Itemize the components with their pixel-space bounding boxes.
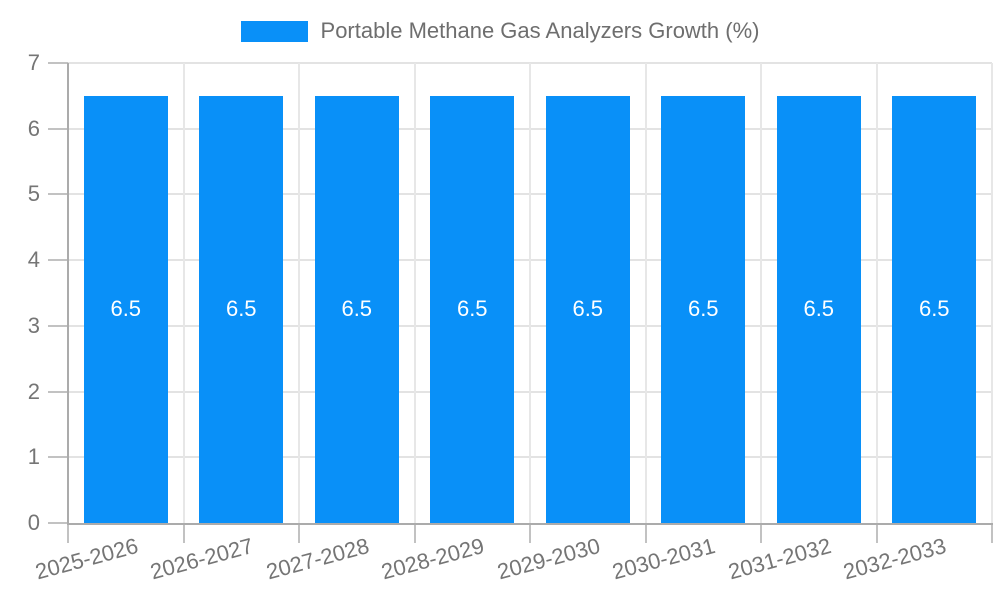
bar: 6.5 <box>892 95 977 523</box>
y-tick-label: 0 <box>27 510 40 535</box>
bar-value-label: 6.5 <box>110 296 142 322</box>
x-tick <box>298 523 300 543</box>
x-tick <box>991 523 993 543</box>
y-tick <box>48 259 68 262</box>
y-tick-label: 7 <box>27 50 40 75</box>
x-gridline <box>644 63 647 523</box>
bar: 6.5 <box>430 95 515 523</box>
y-tick <box>48 456 68 459</box>
y-tick <box>48 324 68 327</box>
bar-value-label: 6.5 <box>456 296 488 322</box>
bar-value-label: 6.5 <box>341 296 373 322</box>
y-tick-label: 1 <box>27 444 40 470</box>
legend[interactable]: Portable Methane Gas Analyzers Growth (%… <box>0 18 1000 44</box>
bar: 6.5 <box>83 95 168 523</box>
x-tick-label: 2030-2031 <box>609 533 718 585</box>
x-tick <box>760 523 762 543</box>
x-tick-label: 2028-2029 <box>378 533 487 585</box>
x-tick-label: 2032-2033 <box>840 533 949 585</box>
x-tick-label: 2029-2030 <box>494 533 603 585</box>
y-tick <box>48 62 68 64</box>
bar-value-label: 6.5 <box>918 296 950 322</box>
bar: 6.5 <box>776 95 861 523</box>
y-tick <box>48 522 68 524</box>
bar-value-label: 6.5 <box>225 296 257 322</box>
legend-label: Portable Methane Gas Analyzers Growth (%… <box>320 18 760 43</box>
x-tick-label: 2027-2028 <box>263 533 372 585</box>
x-tick-label: 2025-2026 <box>32 533 141 585</box>
bar-value-label: 6.5 <box>572 296 604 322</box>
y-tick-label: 5 <box>27 181 40 207</box>
y-tick <box>48 127 68 130</box>
x-gridline <box>182 63 185 523</box>
x-gridline <box>991 63 993 523</box>
y-tick <box>48 193 68 196</box>
x-tick <box>644 523 647 543</box>
bar: 6.5 <box>314 95 399 523</box>
x-gridline <box>760 63 762 523</box>
y-tick-label: 2 <box>27 378 40 404</box>
x-tick <box>182 523 185 543</box>
x-tick <box>875 523 878 543</box>
x-gridline <box>298 63 300 523</box>
x-gridline <box>413 63 416 523</box>
bar: 6.5 <box>199 95 284 523</box>
x-tick <box>529 523 531 543</box>
x-gridline <box>529 63 531 523</box>
bar-value-label: 6.5 <box>687 296 719 322</box>
y-tick-label: 3 <box>27 312 40 338</box>
y-tick <box>48 390 68 393</box>
x-tick <box>67 523 69 543</box>
x-tick <box>413 523 416 543</box>
x-tick-label: 2026-2027 <box>147 533 256 585</box>
bar-value-label: 6.5 <box>803 296 835 322</box>
y-tick-label: 6 <box>27 115 40 141</box>
legend-swatch <box>240 20 308 42</box>
x-gridline <box>875 63 878 523</box>
y-axis-line <box>67 63 69 523</box>
bar: 6.5 <box>661 95 746 523</box>
x-tick-label: 2031-2032 <box>725 533 834 585</box>
bar: 6.5 <box>545 95 630 523</box>
y-tick-label: 4 <box>27 247 40 273</box>
x-axis-line <box>67 523 993 525</box>
